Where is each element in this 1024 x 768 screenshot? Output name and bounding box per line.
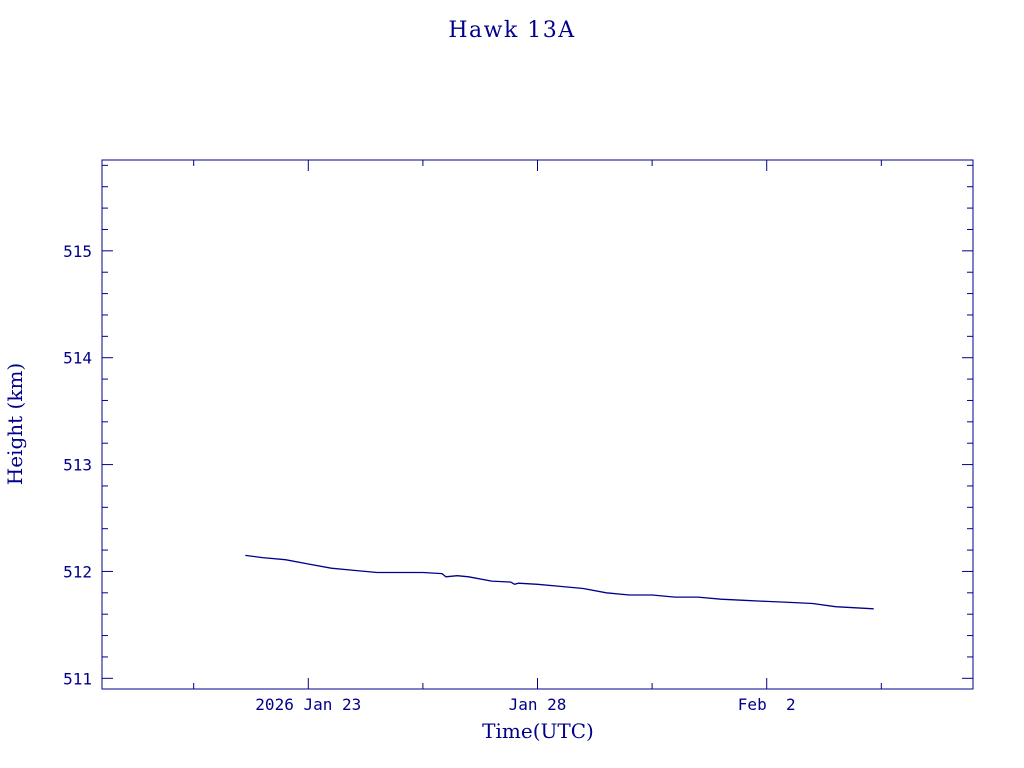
y-tick-label: 512	[63, 562, 92, 581]
chart-title: Hawk 13A	[448, 18, 575, 43]
y-tick-label: 513	[63, 456, 92, 475]
y-tick-label: 511	[63, 669, 92, 688]
x-tick-label: Jan 28	[509, 695, 567, 714]
series-group	[245, 554, 874, 610]
y-axis-label: Height (km)	[3, 363, 27, 485]
x-tick-label: Feb 2	[738, 695, 796, 714]
tick-labels: 511 512 513 514 515 2026 Jan 23 Jan 28 Feb 2	[63, 242, 796, 714]
y-tick-label: 515	[63, 242, 92, 261]
height-series-line	[245, 554, 874, 610]
x-axis-label: Time(UTC)	[482, 719, 594, 743]
plot-frame	[101, 159, 974, 690]
y-tick-label: 514	[63, 349, 92, 368]
axis-ticks	[102, 160, 973, 689]
x-tick-label: 2026 Jan 23	[255, 695, 361, 714]
